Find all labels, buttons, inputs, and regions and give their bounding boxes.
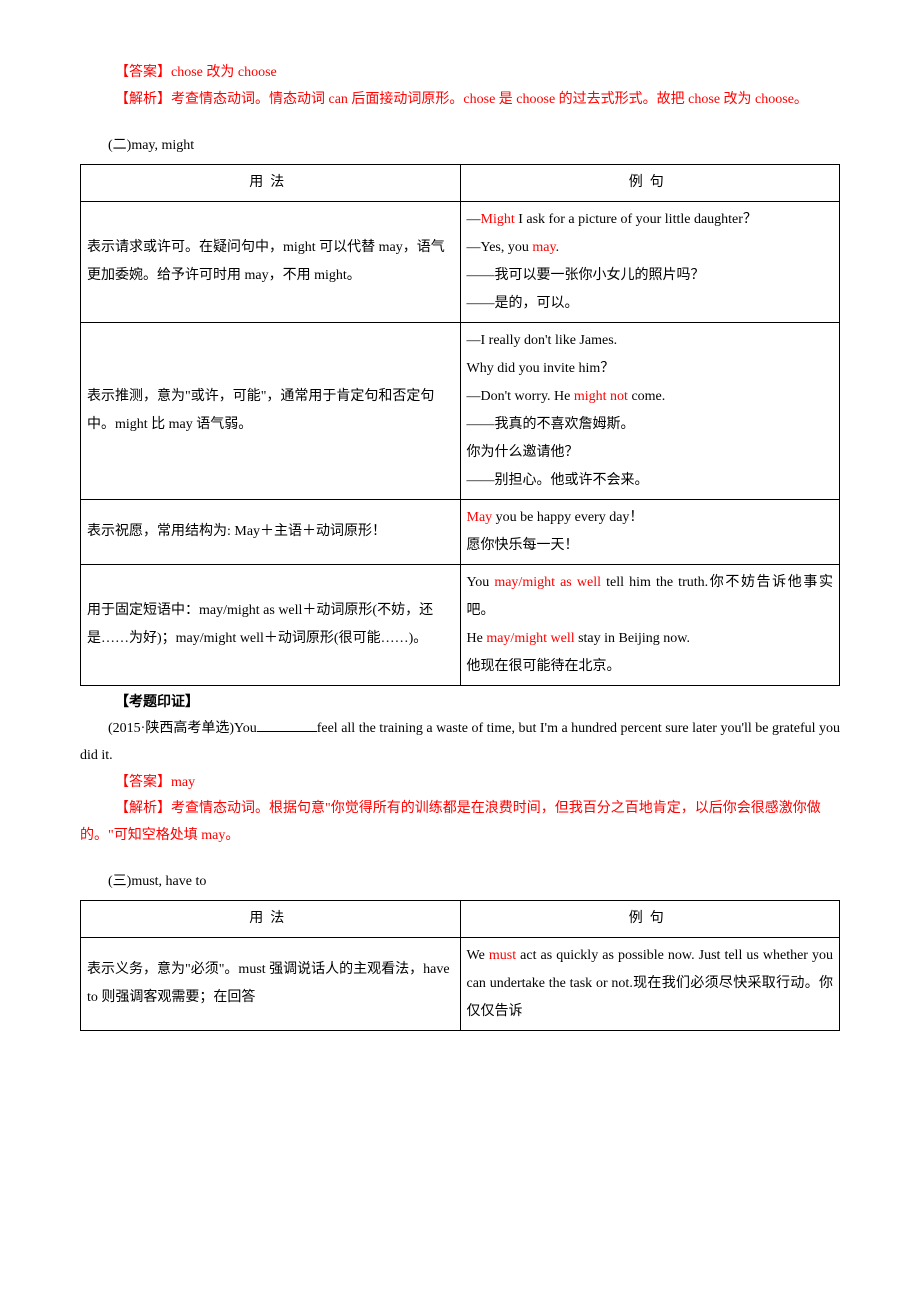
usage-header: 用法 [81,900,461,937]
usage-cell: 表示推测，意为"或许，可能"，通常用于肯定句和否定句中。might 比 may … [81,322,461,499]
usage-cell: 表示请求或许可。在疑问句中，might 可以代替 may，语气更加委婉。给予许可… [81,201,461,322]
section-title: (三)must, have to [80,869,840,896]
example-cell: You may/might as well tell him the truth… [460,564,840,685]
example-cell: We must act as quickly as possible now. … [460,937,840,1030]
usage-cell: 用于固定短语中：may/might as well＋动词原形(不妨，还是……为好… [81,564,461,685]
analysis-line: 【解析】考查情态动词。根据句意"你觉得所有的训练都是在浪费时间，但我百分之百地肯… [80,796,840,849]
usage-cell: 表示义务，意为"必须"。must 强调说话人的主观看法，have to 则强调客… [81,937,461,1030]
example-header: 例句 [460,900,840,937]
table-row: 表示请求或许可。在疑问句中，might 可以代替 may，语气更加委婉。给予许可… [81,201,840,322]
analysis-line: 【解析】考查情态动词。情态动词 can 后面接动词原形。chose 是 choo… [80,87,840,114]
table-row: 表示推测，意为"或许，可能"，通常用于肯定句和否定句中。might 比 may … [81,322,840,499]
table-row: 表示义务，意为"必须"。must 强调说话人的主观看法，have to 则强调客… [81,937,840,1030]
answer-text: may [171,775,195,790]
example-header: 例句 [460,164,840,201]
usage-cell: 表示祝愿，常用结构为: May＋主语＋动词原形！ [81,499,461,564]
verify-label: 【考题印证】 [80,690,840,717]
answer-label: 【答案】 [115,775,171,790]
must-haveto-table: 用法 例句 表示义务，意为"必须"。must 强调说话人的主观看法，have t… [80,900,840,1031]
example-cell: —Might I ask for a picture of your littl… [460,201,840,322]
answer-line: 【答案】may [80,770,840,797]
usage-header: 用法 [81,164,461,201]
section-title: (二)may, might [80,133,840,160]
analysis-label: 【解析】 [115,92,171,107]
analysis-label: 【解析】 [115,801,171,816]
example-cell: —I really don't like James. Why did you … [460,322,840,499]
answer-label: 【答案】 [115,65,171,80]
may-might-table: 用法 例句 表示请求或许可。在疑问句中，might 可以代替 may，语气更加委… [80,164,840,686]
analysis-text: 考查情态动词。根据句意"你觉得所有的训练都是在浪费时间，但我百分之百地肯定，以后… [80,801,821,843]
question-text: (2015·陕西高考单选)Youfeel all the training a … [80,716,840,769]
table-row: 表示祝愿，常用结构为: May＋主语＋动词原形！ May you be happ… [81,499,840,564]
answer-line: 【答案】chose 改为 choose [80,60,840,87]
analysis-text: 考查情态动词。情态动词 can 后面接动词原形。chose 是 choose 的… [171,92,808,107]
blank-input[interactable] [257,718,317,732]
answer-text: chose 改为 choose [171,65,277,80]
table-row: 用于固定短语中：may/might as well＋动词原形(不妨，还是……为好… [81,564,840,685]
example-cell: May you be happy every day！ 愿你快乐每一天！ [460,499,840,564]
